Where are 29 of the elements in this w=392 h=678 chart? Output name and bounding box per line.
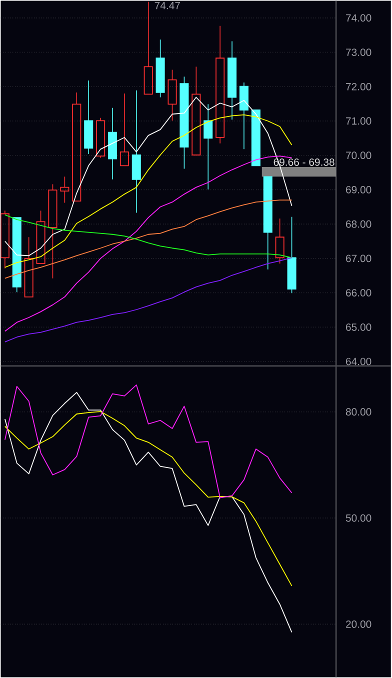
candlestick: [228, 40, 237, 120]
candlestick: [204, 104, 213, 190]
y-tick-label: 71.00: [346, 117, 372, 125]
y-tick-label: 69.00: [346, 186, 372, 194]
candlestick: [216, 25, 225, 144]
y-tick-label: 50.00: [346, 514, 372, 522]
annotation: 74.47: [155, 2, 180, 10]
candlestick: [84, 80, 94, 154]
line-series: [4, 384, 292, 498]
y-tick-label: 68.00: [346, 220, 372, 228]
y-tick-label: 70.00: [346, 152, 372, 160]
line-series: [4, 200, 292, 279]
line-series: [4, 392, 292, 633]
y-tick-label: 72.00: [346, 82, 372, 90]
candlestick: [60, 176, 70, 204]
candlestick: [108, 108, 118, 180]
line-series: [4, 411, 292, 586]
candlestick: [132, 90, 142, 214]
candlestick: [0, 210, 10, 269]
y-tick-label: 80.00: [346, 408, 372, 416]
y-tick-label: 66.00: [346, 289, 372, 296]
y-tick-label: 74.00: [346, 14, 372, 22]
y-tick-label: 65.00: [346, 323, 372, 331]
y-tick-label: 73.00: [346, 48, 372, 56]
candlestick: [168, 69, 177, 122]
y-tick-label: 64.00: [346, 358, 372, 366]
y-tick-label: 20.00: [346, 620, 372, 628]
y-tick-label: 67.00: [346, 254, 372, 262]
candlestick: [240, 82, 249, 150]
